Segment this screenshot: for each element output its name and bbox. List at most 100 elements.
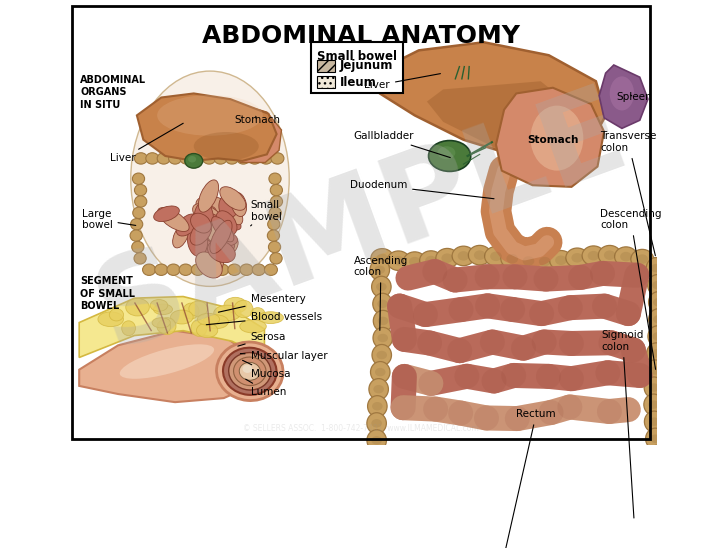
Ellipse shape [264, 264, 277, 276]
Ellipse shape [260, 153, 272, 164]
Ellipse shape [371, 481, 390, 502]
Polygon shape [427, 81, 581, 150]
Ellipse shape [150, 300, 167, 311]
Ellipse shape [185, 153, 202, 168]
Text: Gallbladder: Gallbladder [354, 132, 451, 158]
Text: Muscular layer: Muscular layer [240, 351, 328, 361]
Bar [317, 60, 335, 72]
Ellipse shape [98, 312, 124, 327]
Text: Serosa: Serosa [238, 332, 286, 346]
Ellipse shape [212, 216, 234, 242]
Text: Sigmoid
colon: Sigmoid colon [601, 330, 644, 518]
Ellipse shape [237, 153, 250, 164]
Ellipse shape [229, 352, 271, 390]
Ellipse shape [173, 225, 189, 248]
Ellipse shape [620, 252, 632, 261]
Ellipse shape [490, 252, 502, 261]
Ellipse shape [652, 281, 662, 289]
Ellipse shape [194, 215, 227, 229]
Ellipse shape [534, 252, 556, 271]
Ellipse shape [157, 95, 263, 136]
Ellipse shape [109, 309, 124, 321]
Ellipse shape [269, 207, 281, 219]
Ellipse shape [223, 347, 277, 395]
Ellipse shape [191, 153, 205, 164]
Ellipse shape [219, 192, 240, 218]
Ellipse shape [648, 463, 668, 483]
Ellipse shape [652, 452, 662, 460]
Ellipse shape [159, 318, 176, 335]
Text: Ileum: Ileum [340, 76, 377, 89]
Ellipse shape [531, 106, 583, 170]
Text: SEGMENT
OF SMALL
BOWEL: SEGMENT OF SMALL BOWEL [80, 276, 135, 311]
Ellipse shape [240, 362, 261, 380]
Ellipse shape [204, 264, 216, 276]
Ellipse shape [366, 494, 403, 530]
Text: Blood vessels: Blood vessels [206, 312, 322, 325]
Ellipse shape [191, 234, 208, 258]
Ellipse shape [240, 320, 266, 333]
Ellipse shape [650, 435, 660, 443]
Ellipse shape [441, 253, 453, 263]
Polygon shape [370, 42, 606, 163]
Ellipse shape [555, 255, 567, 265]
Text: Mucosa: Mucosa [242, 361, 290, 379]
Ellipse shape [170, 310, 193, 324]
Text: Liver: Liver [110, 123, 183, 163]
Ellipse shape [225, 202, 242, 225]
Ellipse shape [234, 357, 266, 386]
Ellipse shape [403, 252, 426, 271]
Text: Small
bowel: Small bowel [250, 201, 282, 226]
Ellipse shape [371, 436, 382, 444]
Ellipse shape [452, 246, 475, 266]
Ellipse shape [122, 321, 135, 336]
Polygon shape [79, 296, 264, 357]
Ellipse shape [372, 453, 383, 461]
Ellipse shape [368, 447, 387, 468]
Ellipse shape [610, 76, 634, 111]
Ellipse shape [207, 220, 231, 243]
Text: Ascending
colon: Ascending colon [354, 256, 408, 330]
Text: Transverse
colon: Transverse colon [600, 132, 657, 256]
Text: Rectum: Rectum [505, 409, 556, 548]
Ellipse shape [649, 418, 660, 426]
Ellipse shape [131, 71, 289, 287]
Ellipse shape [191, 212, 225, 233]
Ellipse shape [234, 300, 253, 318]
Ellipse shape [644, 394, 663, 415]
Polygon shape [225, 101, 282, 163]
Ellipse shape [371, 362, 390, 383]
Ellipse shape [419, 251, 443, 270]
Ellipse shape [196, 252, 222, 278]
Text: SAMPLE: SAMPLE [80, 73, 642, 373]
Ellipse shape [270, 196, 282, 207]
Ellipse shape [269, 241, 280, 253]
Ellipse shape [587, 251, 599, 260]
Polygon shape [137, 93, 277, 161]
Ellipse shape [135, 185, 146, 196]
Ellipse shape [436, 248, 459, 268]
Ellipse shape [152, 318, 170, 328]
Ellipse shape [649, 401, 659, 409]
Ellipse shape [468, 246, 491, 265]
Ellipse shape [189, 301, 207, 316]
Ellipse shape [373, 327, 392, 349]
Ellipse shape [269, 173, 281, 185]
Ellipse shape [216, 211, 237, 235]
Ellipse shape [155, 264, 167, 276]
Ellipse shape [242, 365, 252, 373]
Ellipse shape [119, 344, 214, 379]
Ellipse shape [474, 250, 486, 260]
Ellipse shape [458, 251, 470, 261]
Ellipse shape [157, 320, 170, 333]
Ellipse shape [425, 256, 437, 265]
Ellipse shape [649, 309, 668, 330]
Ellipse shape [375, 368, 386, 376]
Ellipse shape [644, 411, 664, 432]
Text: © SELLERS ASSOC.  1-800-742-7401  www.ILMAMEDICAL.com: © SELLERS ASSOC. 1-800-742-7401 www.ILMA… [243, 425, 479, 433]
Ellipse shape [205, 229, 237, 246]
Ellipse shape [146, 153, 159, 164]
Ellipse shape [208, 248, 223, 274]
Ellipse shape [154, 304, 173, 315]
Ellipse shape [636, 254, 648, 264]
